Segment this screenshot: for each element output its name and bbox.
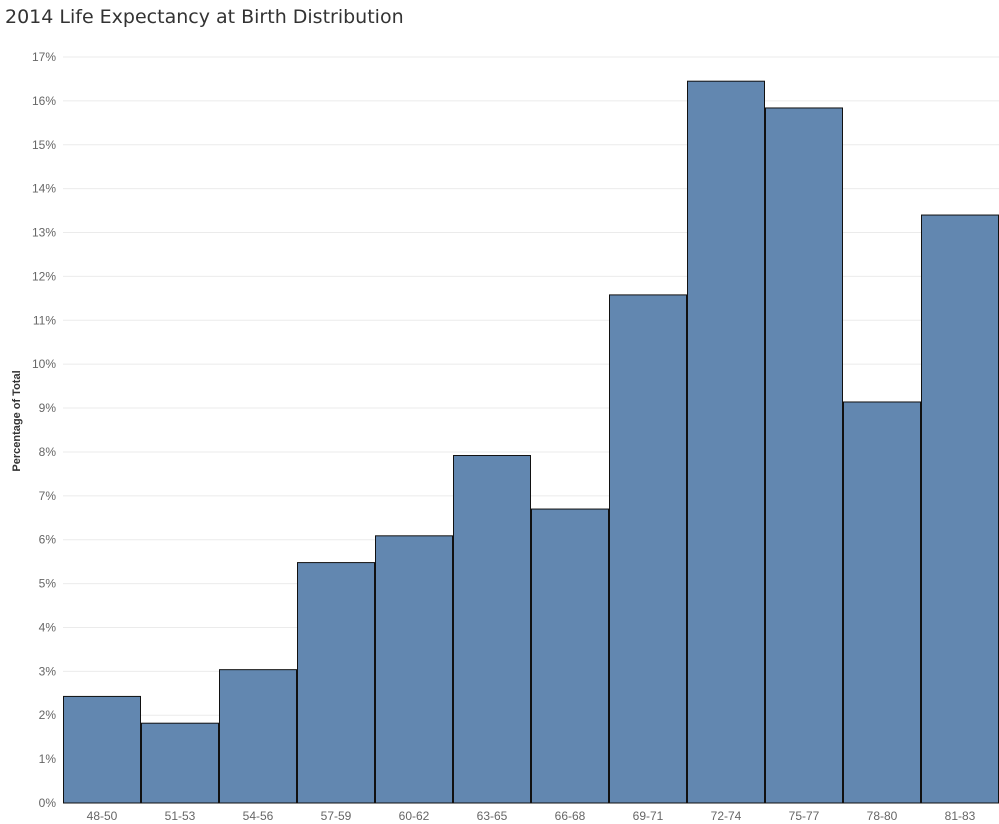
bar-57-59[interactable] xyxy=(297,562,375,804)
y-tick-label: 1% xyxy=(39,752,57,766)
x-axis-ticks: 48-50 51-53 54-56 57-59 60-62 63-65 66-68 69-71… xyxy=(87,809,976,823)
x-tick-label: 75-77 xyxy=(789,809,820,823)
bar-72-74[interactable] xyxy=(687,80,765,804)
y-axis-title: Percentage of Total xyxy=(11,370,23,471)
x-tick-label: 48-50 xyxy=(87,809,118,823)
y-tick-label: 11% xyxy=(33,313,56,327)
y-tick-label: 6% xyxy=(39,533,57,547)
bar-69-71[interactable] xyxy=(609,294,687,804)
y-tick-label: 10% xyxy=(32,357,56,371)
x-tick-label: 60-62 xyxy=(399,809,430,823)
chart-title: 2014 Life Expectancy at Birth Distributi… xyxy=(5,6,404,28)
y-tick-label: 8% xyxy=(39,445,57,459)
bar-78-80[interactable] xyxy=(843,401,921,804)
x-tick-label: 57-59 xyxy=(321,809,352,823)
x-tick-label: 51-53 xyxy=(165,809,196,823)
bar-63-65[interactable] xyxy=(453,455,531,804)
y-tick-label: 12% xyxy=(32,269,56,283)
bar-54-56[interactable] xyxy=(219,669,297,804)
y-tick-label: 3% xyxy=(39,664,57,678)
x-tick-label: 72-74 xyxy=(711,809,742,823)
x-tick-label: 69-71 xyxy=(633,809,664,823)
y-tick-label: 15% xyxy=(32,138,56,152)
bars xyxy=(63,80,999,804)
y-tick-label: 7% xyxy=(39,489,57,503)
x-tick-label: 63-65 xyxy=(477,809,508,823)
x-tick-label: 66-68 xyxy=(555,809,586,823)
y-axis-ticks: 0% 1% 2% 3% 4% 5% 6% 7% 8% 9% 10% 11% 12% 13% 14% 15% 16… xyxy=(32,50,56,810)
bar-81-83[interactable] xyxy=(921,214,999,804)
bar-75-77[interactable] xyxy=(765,107,843,804)
bar-66-68[interactable] xyxy=(531,508,609,804)
bar-60-62[interactable] xyxy=(375,535,453,804)
x-tick-label: 54-56 xyxy=(243,809,274,823)
y-tick-label: 9% xyxy=(39,401,57,415)
y-tick-label: 5% xyxy=(39,577,57,591)
x-tick-label: 78-80 xyxy=(867,809,898,823)
y-tick-label: 13% xyxy=(32,226,56,240)
y-tick-label: 16% xyxy=(32,94,56,108)
bar-48-50[interactable] xyxy=(63,695,141,804)
y-tick-label: 14% xyxy=(32,182,56,196)
y-tick-label: 17% xyxy=(32,50,56,64)
y-tick-label: 0% xyxy=(39,796,57,810)
y-tick-label: 4% xyxy=(39,620,57,634)
bar-51-53[interactable] xyxy=(141,722,219,804)
y-tick-label: 2% xyxy=(39,708,57,722)
x-tick-label: 81-83 xyxy=(945,809,976,823)
